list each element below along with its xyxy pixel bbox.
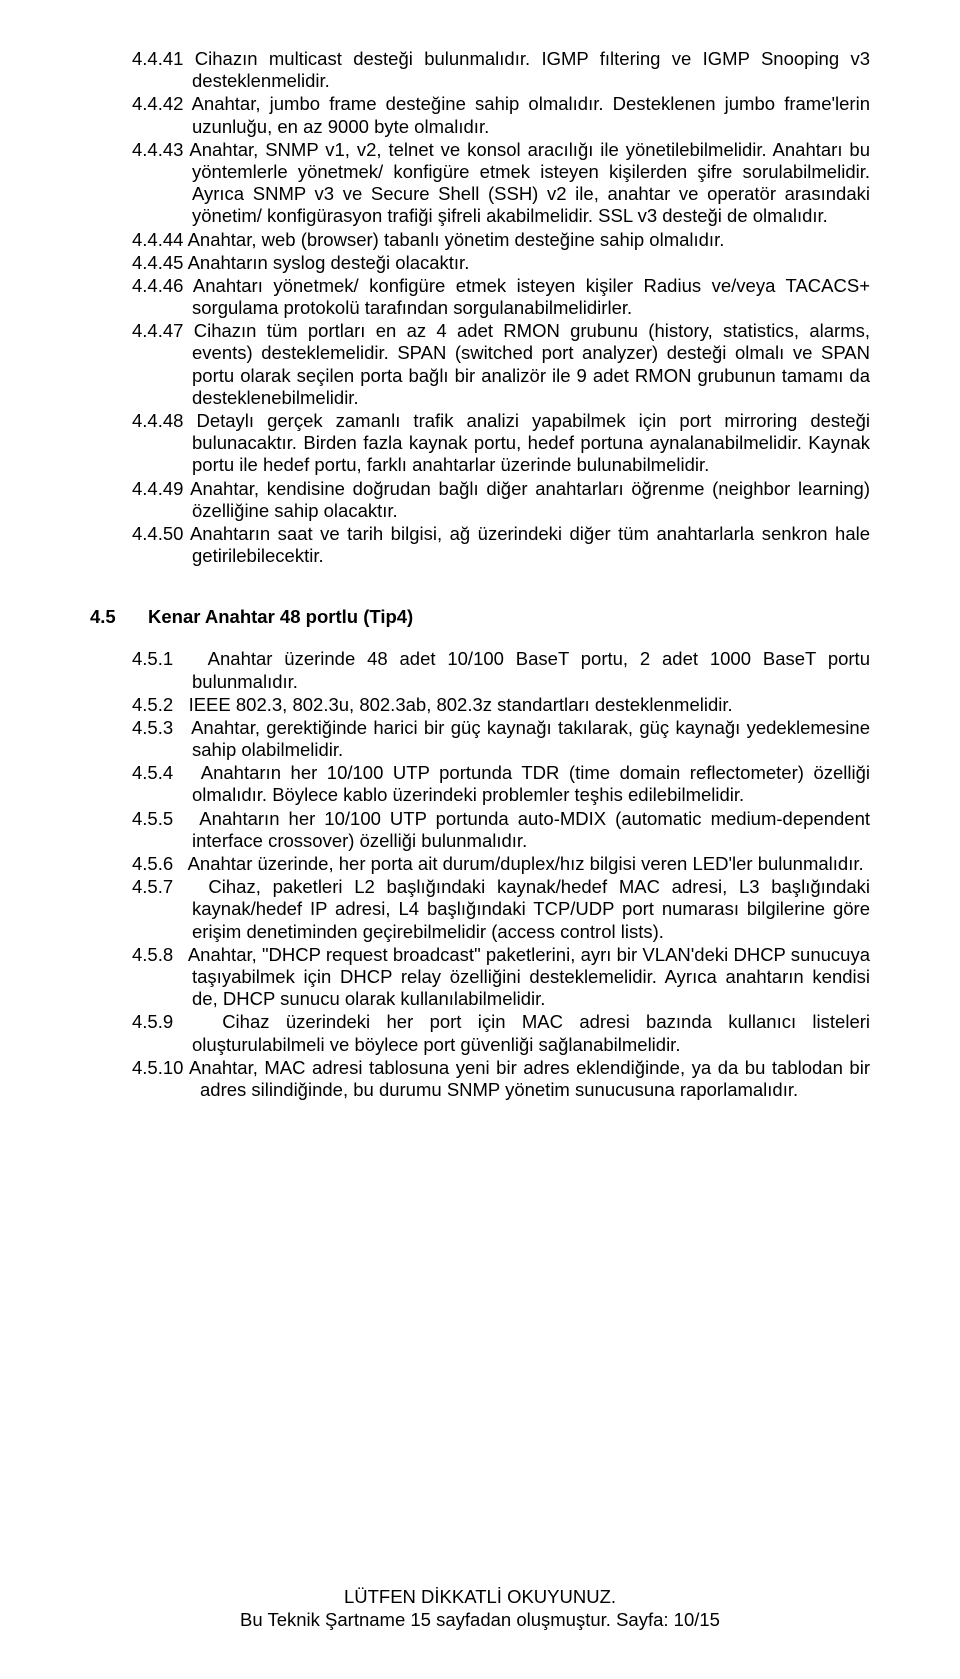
- item-number: 4.5.5: [132, 808, 173, 829]
- page-footer: LÜTFEN DİKKATLİ OKUYUNUZ. Bu Teknik Şart…: [0, 1585, 960, 1631]
- item-text: Anahtar, SNMP v1, v2, telnet ve konsol a…: [189, 139, 870, 227]
- item-number: 4.4.47: [132, 320, 183, 341]
- item-number: 4.4.46: [132, 275, 183, 296]
- item-number: 4.5.1: [132, 648, 173, 669]
- list-item: 4.4.41 Cihazın multicast desteği bulunma…: [132, 48, 870, 92]
- list-item: 4.4.48 Detaylı gerçek zamanlı trafik ana…: [132, 410, 870, 477]
- item-text: Cihaz, paketleri L2 başlığındaki kaynak/…: [192, 876, 870, 941]
- list-item: 4.5.9 Cihaz üzerindeki her port için MAC…: [132, 1011, 870, 1055]
- item-number: 4.5.4: [132, 762, 173, 783]
- item-text: Anahtarın syslog desteği olacaktır.: [188, 252, 470, 273]
- item-number: 4.5.10: [132, 1057, 183, 1078]
- section-gap: [90, 568, 870, 606]
- section-title: Kenar Anahtar 48 portlu (Tip4): [148, 606, 413, 627]
- item-text: Cihazın multicast desteği bulunmalıdır. …: [192, 48, 870, 91]
- item-text: Anahtar, MAC adresi tablosuna yeni bir a…: [189, 1057, 870, 1100]
- list-item: 4.5.2 IEEE 802.3, 802.3u, 802.3ab, 802.3…: [132, 694, 870, 716]
- item-text: Anahtar, kendisine doğrudan bağlı diğer …: [190, 478, 870, 521]
- item-number: 4.4.42: [132, 93, 183, 114]
- item-number: 4.4.44: [132, 229, 183, 250]
- item-number: 4.5.3: [132, 717, 173, 738]
- item-text: Detaylı gerçek zamanlı trafik analizi ya…: [192, 410, 870, 475]
- item-text: Anahtarın her 10/100 UTP portunda auto-M…: [192, 808, 870, 851]
- item-text: Anahtar, gerektiğinde harici bir güç kay…: [191, 717, 870, 760]
- list-item: 4.4.45 Anahtarın syslog desteği olacaktı…: [132, 252, 870, 274]
- section-number: 4.5: [90, 606, 148, 628]
- item-number: 4.5.6: [132, 853, 173, 874]
- list-item: 4.5.5 Anahtarın her 10/100 UTP portunda …: [132, 808, 870, 852]
- list-item: 4.5.4 Anahtarın her 10/100 UTP portunda …: [132, 762, 870, 806]
- item-number: 4.4.43: [132, 139, 183, 160]
- list-item: 4.4.47 Cihazın tüm portları en az 4 adet…: [132, 320, 870, 409]
- item-text: Anahtarın saat ve tarih bilgisi, ağ üzer…: [190, 523, 870, 566]
- list-item: 4.4.42 Anahtar, jumbo frame desteğine sa…: [132, 93, 870, 137]
- list-item: 4.5.3 Anahtar, gerektiğinde harici bir g…: [132, 717, 870, 761]
- item-number: 4.4.49: [132, 478, 183, 499]
- item-number: 4.4.41: [132, 48, 183, 69]
- list-item: 4.4.49 Anahtar, kendisine doğrudan bağlı…: [132, 478, 870, 522]
- item-number: 4.5.9: [132, 1011, 173, 1032]
- item-text: Cihaz üzerindeki her port için MAC adres…: [192, 1011, 870, 1054]
- list-item: 4.5.10 Anahtar, MAC adresi tablosuna yen…: [132, 1057, 870, 1101]
- page: 4.4.41 Cihazın multicast desteği bulunma…: [0, 0, 960, 1679]
- list-item: 4.4.44 Anahtar, web (browser) tabanlı yö…: [132, 229, 870, 251]
- list-item: 4.5.8 Anahtar, "DHCP request broadcast" …: [132, 944, 870, 1011]
- item-text: Cihazın tüm portları en az 4 adet RMON g…: [192, 320, 870, 408]
- footer-line-2: Bu Teknik Şartname 15 sayfadan oluşmuştu…: [0, 1608, 960, 1631]
- item-number: 4.4.48: [132, 410, 183, 431]
- item-number: 4.5.8: [132, 944, 173, 965]
- item-text: Anahtarı yönetmek/ konfigüre etmek istey…: [192, 275, 870, 318]
- item-number: 4.5.2: [132, 694, 173, 715]
- item-number: 4.5.7: [132, 876, 173, 897]
- item-text: Anahtar, jumbo frame desteğine sahip olm…: [192, 93, 870, 136]
- section-4-5-items: 4.5.1 Anahtar üzerinde 48 adet 10/100 Ba…: [90, 648, 870, 1101]
- item-text: Anahtar, web (browser) tabanlı yönetim d…: [188, 229, 725, 250]
- item-text: IEEE 802.3, 802.3u, 802.3ab, 802.3z stan…: [189, 694, 733, 715]
- section-4-4-continued: 4.4.41 Cihazın multicast desteği bulunma…: [90, 48, 870, 567]
- item-text: Anahtar üzerinde 48 adet 10/100 BaseT po…: [192, 648, 870, 691]
- item-number: 4.4.45: [132, 252, 183, 273]
- footer-line-1: LÜTFEN DİKKATLİ OKUYUNUZ.: [0, 1585, 960, 1608]
- item-number: 4.4.50: [132, 523, 183, 544]
- list-item: 4.4.50 Anahtarın saat ve tarih bilgisi, …: [132, 523, 870, 567]
- list-item: 4.5.1 Anahtar üzerinde 48 adet 10/100 Ba…: [132, 648, 870, 692]
- section-heading-4-5: 4.5Kenar Anahtar 48 portlu (Tip4): [90, 606, 870, 628]
- item-text: Anahtar üzerinde, her porta ait durum/du…: [188, 853, 864, 874]
- item-text: Anahtarın her 10/100 UTP portunda TDR (t…: [192, 762, 870, 805]
- list-item: 4.5.6 Anahtar üzerinde, her porta ait du…: [132, 853, 870, 875]
- list-item: 4.4.43 Anahtar, SNMP v1, v2, telnet ve k…: [132, 139, 870, 228]
- list-item: 4.5.7 Cihaz, paketleri L2 başlığındaki k…: [132, 876, 870, 943]
- list-item: 4.4.46 Anahtarı yönetmek/ konfigüre etme…: [132, 275, 870, 319]
- item-text: Anahtar, "DHCP request broadcast" paketl…: [188, 944, 870, 1009]
